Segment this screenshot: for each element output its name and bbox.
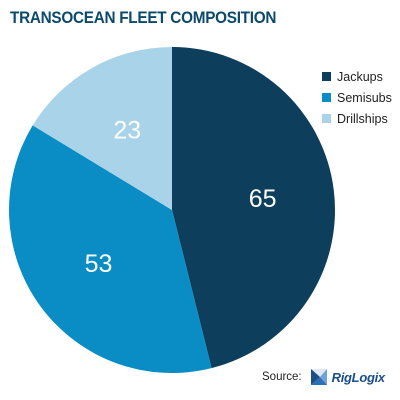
legend-swatch-jackups — [322, 72, 331, 81]
data-label-jackups: 65 — [249, 185, 277, 213]
source-label: Source: — [262, 371, 302, 383]
legend-swatch-semisubs — [322, 93, 331, 102]
pie-slice-semisubs — [8, 125, 212, 374]
pie-slice-drillships — [32, 47, 173, 210]
legend-item-jackups: Jackups — [322, 66, 392, 87]
legend-item-drillships: Drillships — [322, 108, 392, 129]
data-label-drillships: 23 — [113, 116, 141, 144]
pie-slice-jackups — [172, 47, 335, 369]
riglogix-logo-icon — [310, 369, 327, 385]
legend-swatch-drillships — [322, 114, 331, 123]
legend-label-jackups: Jackups — [337, 69, 383, 84]
legend-label-drillships: Drillships — [337, 111, 388, 126]
legend: Jackups Semisubs Drillships — [322, 66, 392, 129]
chart-title: TRANSOCEAN FLEET COMPOSITION — [10, 8, 277, 27]
source-credit: Source: RigLogix — [262, 366, 385, 388]
legend-label-semisubs: Semisubs — [337, 90, 392, 105]
source-logo-text: RigLogix — [331, 369, 386, 385]
legend-item-semisubs: Semisubs — [322, 87, 392, 108]
data-label-semisubs: 53 — [85, 250, 113, 278]
